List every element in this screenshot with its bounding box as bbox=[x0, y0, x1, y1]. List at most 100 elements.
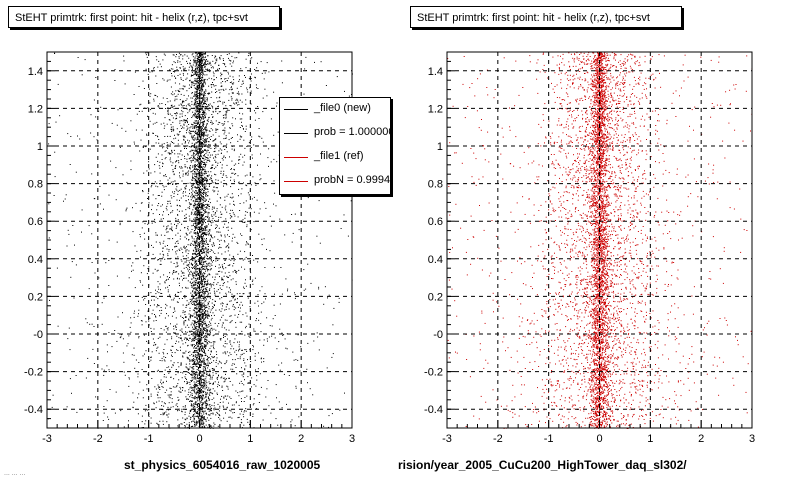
data-point bbox=[167, 111, 169, 113]
data-point bbox=[200, 143, 201, 145]
data-point bbox=[171, 229, 173, 231]
data-point bbox=[181, 70, 183, 72]
data-point bbox=[206, 79, 208, 81]
data-point bbox=[185, 119, 187, 121]
data-point bbox=[344, 392, 345, 394]
data-point bbox=[235, 402, 237, 404]
data-point bbox=[170, 126, 172, 128]
data-point bbox=[220, 170, 222, 172]
data-point bbox=[195, 393, 197, 395]
data-point bbox=[230, 169, 232, 170]
data-point bbox=[159, 167, 161, 169]
data-point bbox=[201, 342, 203, 344]
data-point bbox=[182, 135, 184, 137]
data-point bbox=[205, 209, 206, 211]
data-point bbox=[245, 99, 247, 101]
data-point bbox=[299, 370, 301, 372]
data-point bbox=[192, 193, 193, 195]
data-point bbox=[203, 222, 204, 224]
data-point bbox=[206, 180, 207, 181]
data-point bbox=[209, 206, 210, 207]
data-point bbox=[232, 172, 234, 174]
data-point bbox=[254, 76, 256, 78]
data-point bbox=[232, 265, 234, 267]
data-point bbox=[221, 316, 223, 318]
data-point bbox=[196, 200, 198, 202]
data-point bbox=[199, 418, 201, 420]
data-point bbox=[242, 304, 243, 306]
data-point bbox=[233, 102, 235, 104]
data-point bbox=[206, 234, 208, 235]
data-point bbox=[200, 363, 202, 365]
data-point bbox=[214, 356, 215, 358]
data-point bbox=[135, 129, 137, 131]
data-point bbox=[239, 348, 241, 350]
data-point bbox=[181, 377, 183, 379]
data-point bbox=[178, 298, 180, 300]
data-point bbox=[209, 103, 211, 105]
data-point bbox=[217, 425, 219, 427]
data-point bbox=[243, 293, 245, 295]
data-point bbox=[252, 413, 254, 415]
data-point bbox=[198, 282, 200, 284]
data-point bbox=[193, 338, 195, 340]
data-point bbox=[184, 247, 186, 249]
data-point bbox=[222, 285, 224, 287]
data-point bbox=[200, 257, 202, 259]
data-point bbox=[174, 153, 176, 155]
data-point bbox=[184, 295, 186, 296]
data-point bbox=[255, 385, 257, 387]
data-point bbox=[194, 397, 196, 399]
data-point bbox=[228, 276, 229, 278]
data-point bbox=[212, 261, 213, 263]
data-point bbox=[202, 59, 204, 61]
data-point bbox=[214, 57, 216, 59]
data-point bbox=[176, 250, 178, 252]
data-point bbox=[218, 385, 220, 386]
data-point bbox=[203, 425, 205, 427]
data-point bbox=[198, 368, 199, 370]
data-point bbox=[195, 423, 197, 425]
data-point bbox=[146, 340, 148, 342]
data-point bbox=[248, 52, 250, 54]
data-point bbox=[203, 58, 205, 60]
data-point bbox=[208, 398, 209, 400]
data-point bbox=[177, 89, 179, 91]
data-point bbox=[204, 210, 206, 212]
data-point bbox=[230, 348, 232, 350]
data-point bbox=[182, 80, 184, 81]
data-point bbox=[192, 97, 194, 99]
data-point bbox=[226, 398, 227, 400]
data-point bbox=[188, 260, 190, 262]
data-point bbox=[141, 320, 143, 322]
data-point bbox=[233, 348, 235, 350]
data-point bbox=[204, 166, 206, 168]
data-point bbox=[202, 273, 204, 275]
data-point bbox=[200, 398, 202, 400]
data-point bbox=[174, 166, 176, 168]
data-point bbox=[163, 274, 165, 276]
data-point bbox=[200, 413, 202, 415]
data-point bbox=[174, 96, 176, 98]
data-point bbox=[169, 159, 171, 161]
data-point bbox=[194, 65, 196, 67]
data-point bbox=[211, 250, 213, 251]
data-point bbox=[197, 273, 198, 275]
data-point bbox=[263, 238, 265, 240]
data-point bbox=[224, 346, 226, 348]
data-point bbox=[208, 62, 210, 64]
data-point bbox=[196, 249, 198, 251]
data-point bbox=[210, 417, 212, 419]
data-point bbox=[213, 356, 215, 358]
data-point bbox=[173, 108, 175, 110]
data-point bbox=[148, 88, 150, 90]
data-point bbox=[201, 307, 203, 309]
data-point bbox=[172, 230, 173, 232]
data-point bbox=[155, 156, 157, 158]
data-point bbox=[234, 169, 235, 171]
data-point bbox=[178, 160, 180, 162]
data-point bbox=[192, 284, 194, 286]
data-point bbox=[70, 136, 72, 137]
data-point bbox=[202, 193, 204, 195]
data-point bbox=[221, 149, 223, 151]
